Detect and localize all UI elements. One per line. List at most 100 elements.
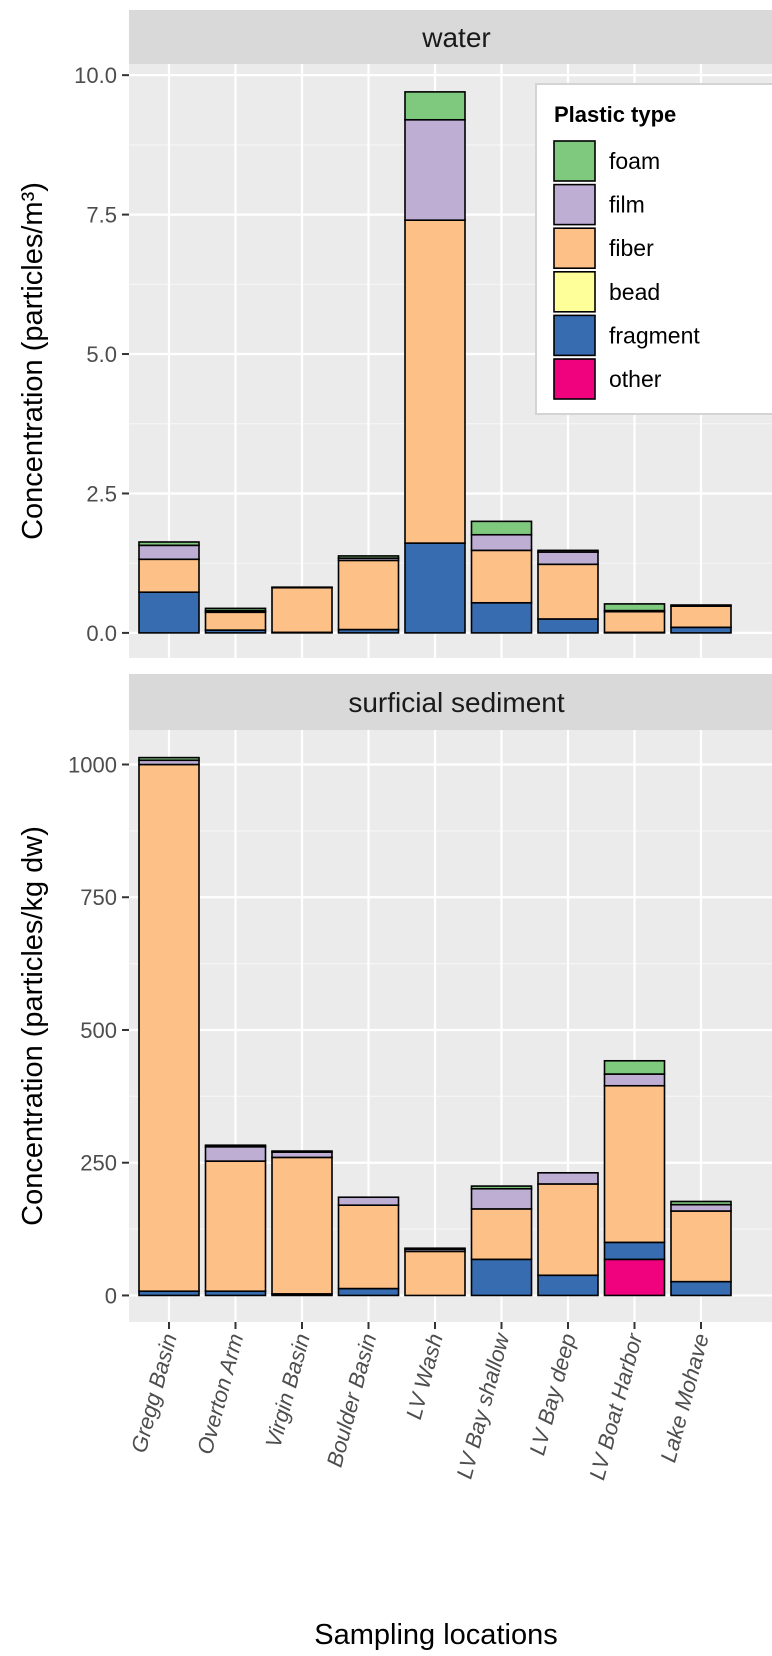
- facet-strip: [129, 674, 772, 730]
- legend-swatch-fiber: [553, 227, 596, 269]
- bar-segment-fiber: [337, 1204, 400, 1290]
- bar-segment-foam: [138, 541, 200, 547]
- bar-segment-fragment: [537, 618, 599, 634]
- x-axis-title: Sampling locations: [314, 1619, 557, 1651]
- facet-strip-label: surficial sediment: [348, 687, 565, 718]
- bar-segment-fiber: [603, 1084, 666, 1244]
- y-tick-label: 0.0: [86, 621, 117, 646]
- bar-segment-fragment: [537, 1274, 599, 1297]
- y-axis-title: Concentration (particles/m³): [17, 182, 49, 540]
- bar-segment-fragment: [337, 1287, 400, 1297]
- legend: Plastic type foam film fiber bead fragment oth…: [535, 83, 772, 415]
- bar-segment-film: [537, 551, 599, 566]
- bar-segment-film: [603, 1073, 666, 1087]
- bar-segment-other: [603, 1258, 666, 1297]
- legend-swatch-fragment: [553, 314, 596, 357]
- facet-strip-label: water: [421, 22, 490, 53]
- bar-segment-fiber: [603, 610, 666, 634]
- x-tick-label: Overton Arm: [192, 1331, 248, 1457]
- x-tick-label: Virgin Basin: [260, 1331, 314, 1450]
- legend-label-fiber: fiber: [609, 235, 654, 261]
- bar-segment-fiber: [537, 1183, 599, 1277]
- panel-sediment: surficial sediment 0 250 500 750 1000 Concentr…: [17, 674, 772, 1322]
- bar-segment-film: [337, 1196, 400, 1206]
- bar-segment-fragment: [470, 601, 533, 634]
- x-tick-label: LV Boat Harbor: [584, 1329, 648, 1482]
- x-axis: Gregg Basin Overton Arm Virgin Basin Boulde…: [126, 1322, 714, 1483]
- bar-segment-foam: [204, 1144, 267, 1148]
- x-tick-label: LV Wash: [401, 1331, 448, 1422]
- legend-label-bead: bead: [609, 279, 660, 305]
- bar-segment-foam: [470, 1185, 533, 1190]
- bar-segment-film: [470, 533, 533, 552]
- bar-segment-fiber: [670, 605, 732, 629]
- legend-swatch-other: [553, 358, 596, 400]
- y-tick-label: 500: [80, 1018, 117, 1043]
- bar-segment-fragment: [670, 1280, 732, 1297]
- y-tick-label: 10.0: [74, 63, 117, 88]
- bar-segment-fiber: [404, 219, 466, 544]
- legend-label-other: other: [609, 366, 662, 392]
- legend-swatch-foam: [553, 140, 596, 182]
- x-tick-label: Boulder Basin: [322, 1331, 382, 1470]
- bar-segment-foam: [404, 91, 466, 121]
- facet-strip: [129, 10, 772, 64]
- bar-segment-foam: [138, 756, 200, 762]
- bar-segment-fiber: [271, 1156, 333, 1295]
- bar-segment-film: [537, 1172, 599, 1185]
- bar-segment-fragment: [603, 1241, 666, 1261]
- bar-segment-fragment: [138, 591, 200, 634]
- bar-segment-fiber: [271, 586, 333, 634]
- bar-segment-fragment: [670, 626, 732, 634]
- bar-segment-fiber: [470, 1208, 533, 1261]
- y-tick-label: 750: [80, 885, 117, 910]
- bar-segment-film: [470, 1187, 533, 1210]
- bar-segment-fiber: [204, 1160, 267, 1293]
- y-axis-title: Concentration (particles/kg dw): [17, 826, 49, 1226]
- legend-swatch-film: [553, 183, 596, 226]
- bar-segment-foam: [470, 520, 533, 536]
- x-tick-label: LV Bay deep: [524, 1331, 580, 1458]
- bar-segment-foam: [603, 1059, 666, 1075]
- bar-segment-foam: [537, 549, 599, 553]
- bar-segment-film: [404, 118, 466, 221]
- bar-segment-fragment: [470, 1258, 533, 1297]
- bar-segment-foam: [271, 1150, 333, 1153]
- bar-segment-fiber: [470, 549, 533, 604]
- bar-segment-film: [204, 1145, 267, 1162]
- y-tick-label: 1000: [68, 753, 117, 778]
- y-tick-label: 2.5: [86, 481, 117, 506]
- bar-stack-group: [138, 91, 732, 634]
- bar-segment-fragment: [404, 542, 466, 634]
- bar-segment-film: [670, 1203, 732, 1212]
- bar-segment-fiber: [138, 763, 200, 1293]
- bar-segment-fiber: [670, 1210, 732, 1283]
- bar-segment-foam: [670, 1200, 732, 1206]
- bar-stack-group: [138, 756, 732, 1297]
- legend-title: Plastic type: [554, 102, 676, 127]
- bar-segment-fiber: [404, 1250, 466, 1297]
- bar-segment-fiber: [337, 559, 400, 631]
- y-tick-label: 5.0: [86, 342, 117, 367]
- bar-segment-film: [138, 544, 200, 561]
- y-tick-label: 7.5: [86, 203, 117, 228]
- y-tick-label: 0: [105, 1283, 117, 1308]
- legend-label-foam: foam: [609, 148, 660, 174]
- bar-segment-foam: [337, 555, 400, 559]
- bar-segment-fiber: [537, 563, 599, 620]
- bar-segment-foam: [204, 607, 267, 612]
- y-tick-label: 250: [80, 1151, 117, 1176]
- bar-segment-foam: [404, 1247, 466, 1251]
- bar-segment-foam: [603, 603, 666, 612]
- legend-label-film: film: [609, 192, 645, 218]
- bar-segment-film: [271, 586, 333, 589]
- bar-segment-fiber: [138, 558, 200, 593]
- bar-segment-film: [670, 604, 732, 607]
- x-tick-label: LV Bay shallow: [452, 1329, 515, 1482]
- legend-swatch-bead: [553, 270, 596, 313]
- x-tick-label: Gregg Basin: [126, 1331, 182, 1456]
- legend-label-fragment: fragment: [609, 322, 700, 348]
- x-tick-label: Lake Mohave: [655, 1331, 713, 1465]
- bar-segment-fiber: [204, 611, 267, 631]
